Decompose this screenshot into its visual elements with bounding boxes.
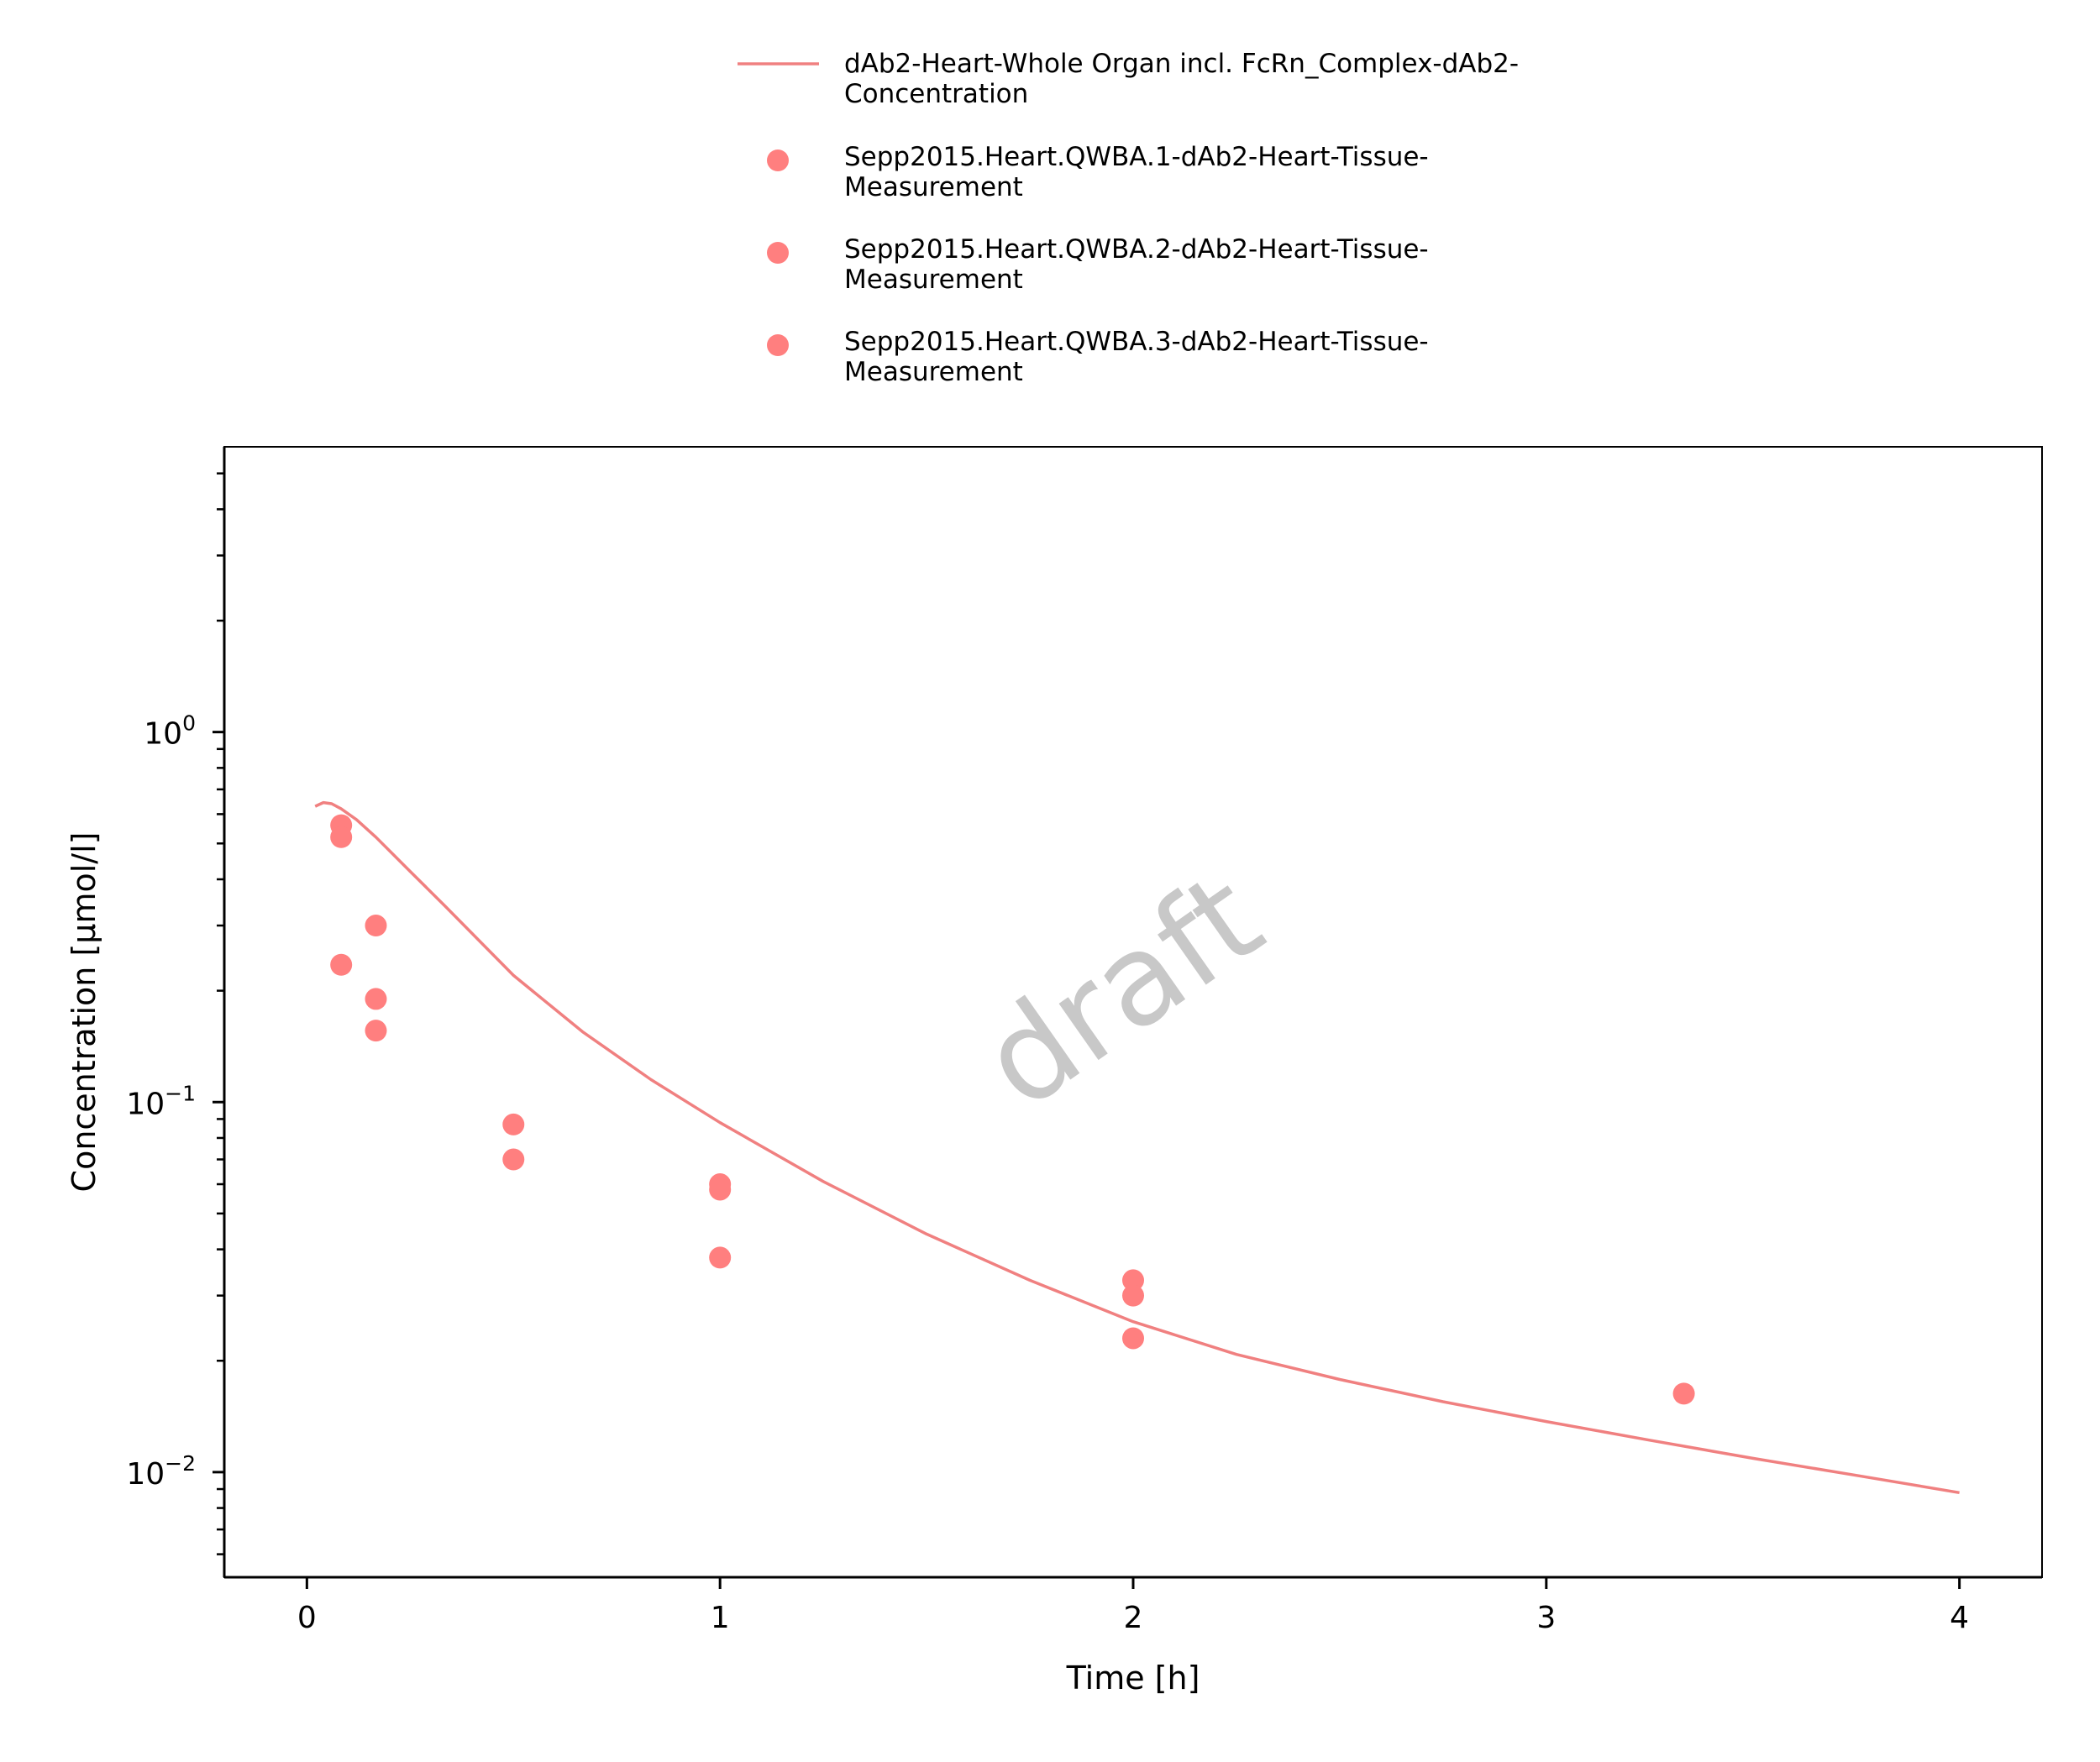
series-1-point-1 (365, 915, 387, 937)
x-tick-label-1: 1 (711, 1601, 730, 1635)
series-2-point-3 (709, 1178, 732, 1201)
y-tick-label-1: 10−1 (126, 1081, 196, 1121)
series-2-point-5 (1672, 1382, 1695, 1405)
series-2-point-1 (365, 988, 387, 1010)
legend-dot-marker-1 (767, 149, 789, 171)
legend-label-2-line-1: Measurement (844, 265, 1023, 295)
legend-label-3-line-0: Sepp2015.Heart.QWBA.3-dAb2-Heart-Tissue- (844, 327, 1429, 357)
legend-label-0-line-0: dAb2-Heart-Whole Organ incl. FcRn_Comple… (844, 49, 1519, 79)
series-1-point-4 (1122, 1269, 1144, 1292)
legend-dot-marker-2 (767, 242, 789, 264)
legend-label-1-line-0: Sepp2015.Heart.QWBA.1-dAb2-Heart-Tissue- (844, 142, 1429, 172)
series-2-point-0 (330, 826, 353, 848)
plot-area: draft 0 1 2 3 4 10−2 10−1 100 (126, 446, 2043, 1635)
legend-label-1-line-1: Measurement (844, 172, 1023, 202)
x-tick-label-4: 4 (1950, 1601, 1969, 1635)
series-2-point-2 (502, 1148, 525, 1171)
legend-dot-marker-3 (767, 334, 789, 356)
y-tick-label-0: 10−2 (126, 1451, 196, 1492)
y-axis-title: Concentration [µmol/l] (66, 832, 102, 1193)
series-3-point-0 (330, 953, 353, 976)
series-layer (314, 800, 1960, 1495)
series-3-point-1 (365, 1020, 387, 1042)
x-tick-label-3: 3 (1536, 1601, 1556, 1635)
legend-label-3-line-1: Measurement (844, 357, 1023, 387)
x-tick-label-2: 2 (1124, 1601, 1143, 1635)
legend-label-0-line-1: Concentration (844, 79, 1028, 109)
x-axis: 0 1 2 3 4 (224, 1576, 2042, 1635)
series-2-point-4 (1122, 1284, 1144, 1307)
y-axis: 10−2 10−1 100 (126, 447, 226, 1577)
y-tick-label-2: 100 (144, 711, 196, 752)
series-3-point-3 (1122, 1327, 1144, 1350)
x-axis-title: Time [h] (1066, 1660, 1200, 1696)
legend-label-2-line-0: Sepp2015.Heart.QWBA.2-dAb2-Heart-Tissue- (844, 234, 1429, 265)
series-1-point-2 (502, 1113, 525, 1135)
watermark-text: draft (957, 845, 1287, 1137)
series-line-0 (314, 800, 1960, 1495)
x-tick-label-0: 0 (297, 1601, 317, 1635)
series-3-point-2 (709, 1246, 732, 1269)
legend: dAb2-Heart-Whole Organ incl. FcRn_Comple… (738, 49, 1519, 387)
